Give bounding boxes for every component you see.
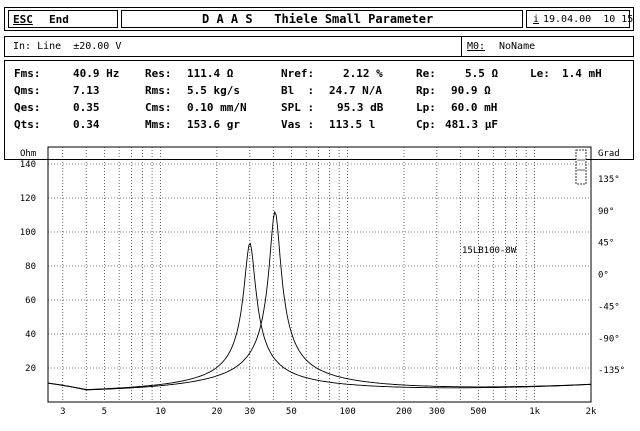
rms-value: 5.5 kg/s	[187, 84, 240, 97]
y2-tick-label: 90°	[598, 207, 614, 217]
re-value: 5.5 Ω	[465, 67, 499, 80]
qms-value: 7.13	[73, 84, 100, 97]
x-tick-label: 50	[286, 407, 297, 417]
vas-value: 113.5 l	[329, 118, 376, 131]
cp-value: 481.3 µF	[445, 118, 498, 131]
info-key: i	[533, 14, 540, 25]
fms-label: Fms:	[14, 67, 41, 80]
axis-ticks: 3 5 10 20 30 50 100 200 300 500 1k 2k 20 40 60 80 100 120…	[20, 160, 625, 417]
qts-value: 0.34	[73, 118, 100, 131]
x-tick-label: 5	[102, 407, 107, 417]
y-tick-label: 120	[20, 194, 36, 204]
y2-tick-label: 135°	[598, 175, 620, 185]
rp-value: 90.9 Ω	[451, 84, 491, 97]
lp-label: Lp:	[416, 101, 436, 114]
qts-label: Qts:	[14, 118, 41, 131]
y-tick-label: 40	[25, 330, 36, 340]
y-tick-label: 20	[25, 364, 36, 374]
input-setting[interactable]: In: Line ±20.00 V	[13, 41, 122, 52]
memory-key[interactable]: M0:	[467, 41, 486, 52]
y2-tick-label: 0°	[598, 271, 609, 281]
y2-tick-label: -90°	[598, 334, 620, 344]
y2-tick-label: 45°	[598, 239, 614, 249]
le-value: 1.4 mH	[562, 67, 602, 80]
y-tick-label: 140	[20, 160, 36, 170]
esc-key: ESC	[13, 13, 33, 26]
y-tick-label: 100	[20, 228, 36, 238]
res-value: 111.4 Ω	[187, 67, 234, 80]
x-tick-label: 30	[244, 407, 255, 417]
lp-value: 60.0 mH	[451, 101, 498, 114]
x-tick-label: 500	[470, 407, 486, 417]
cms-value: 0.10 mm/N	[187, 101, 247, 114]
series-annotation: 15LB100-8W	[462, 246, 517, 256]
grid	[48, 147, 592, 402]
plot-frame	[47, 146, 592, 403]
curves	[47, 210, 592, 391]
y-tick-label: 60	[25, 296, 36, 306]
x-tick-label: 10	[155, 407, 166, 417]
input-separator	[461, 37, 462, 56]
x-tick-label: 1k	[529, 407, 540, 417]
mms-value: 153.6 gr	[187, 118, 240, 131]
y2-tick-label: -45°	[598, 302, 620, 312]
end-button[interactable]: ESC End	[8, 10, 118, 28]
bl-value: 24.7 N/A	[329, 84, 382, 97]
y2-tick-label: -135°	[598, 366, 625, 376]
qms-label: Qms:	[14, 84, 41, 97]
nref-value: 2.12 %	[343, 67, 383, 80]
qes-value: 0.35	[73, 101, 100, 114]
input-bar: In: Line ±20.00 V M0: NoName	[4, 36, 634, 57]
cp-label: Cp:	[416, 118, 436, 131]
y2-axis-label: Grad	[598, 149, 620, 159]
le-label: Le:	[530, 67, 550, 80]
x-tick-label: 200	[396, 407, 412, 417]
impedance-curve-2	[47, 210, 591, 391]
info-panel[interactable]: i 19.04.00 10 15	[526, 10, 634, 28]
date-time: 19.04.00 10 15	[543, 14, 634, 25]
y-axis-label: Ohm	[20, 149, 36, 159]
rp-label: Rp:	[416, 84, 436, 97]
spl-label: SPL :	[281, 101, 315, 114]
app-title: D A A S Thiele Small Parameter	[202, 12, 434, 26]
vas-label: Vas :	[281, 118, 315, 131]
re-label: Re:	[416, 67, 436, 80]
x-tick-label: 3	[60, 407, 65, 417]
impedance-curve-1	[47, 242, 592, 390]
title-panel: D A A S Thiele Small Parameter	[121, 10, 523, 28]
nref-label: Nref:	[281, 67, 315, 80]
scroll-marker-icon[interactable]	[575, 149, 587, 185]
rms-label: Rms:	[145, 84, 172, 97]
mms-label: Mms:	[145, 118, 172, 131]
parameter-panel: Fms: 40.9 Hz Qms: 7.13 Qes: 0.35 Qts: 0.…	[4, 60, 634, 160]
memory-name: NoName	[499, 41, 536, 52]
y-tick-label: 80	[25, 262, 36, 272]
title-bar: ESC End D A A S Thiele Small Parameter i…	[4, 7, 634, 31]
x-tick-label: 2k	[586, 407, 597, 417]
x-tick-label: 100	[340, 407, 356, 417]
spl-value: 95.3 dB	[337, 101, 384, 114]
res-label: Res:	[145, 67, 172, 80]
cms-label: Cms:	[145, 101, 172, 114]
end-label: End	[49, 13, 69, 26]
qes-label: Qes:	[14, 101, 41, 114]
bl-label: Bl :	[281, 84, 315, 97]
x-tick-label: 20	[211, 407, 222, 417]
x-tick-label: 300	[429, 407, 445, 417]
fms-value: 40.9 Hz	[73, 67, 120, 80]
